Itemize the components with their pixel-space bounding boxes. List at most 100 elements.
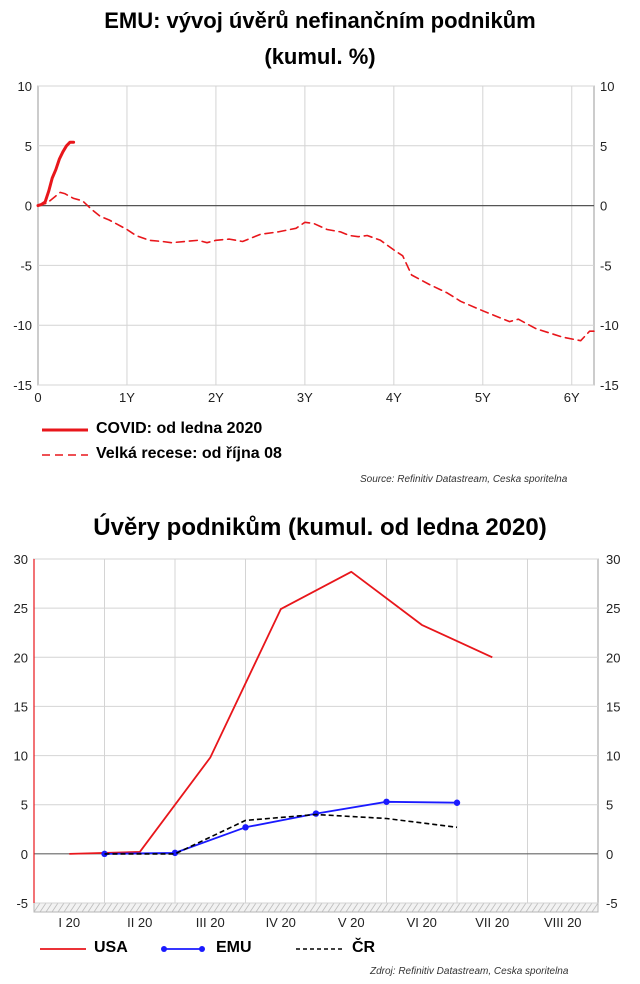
chart2-series-cr-line — [104, 813, 458, 855]
chart2-x-axis-hatch — [243, 902, 251, 913]
chart2-x-axis-hatch — [303, 902, 311, 913]
chart2-x-axis-hatch — [189, 902, 197, 913]
chart2-y-tick-label-right: 30 — [606, 552, 620, 567]
chart2-x-axis-hatch — [573, 902, 581, 913]
chart2-x-axis-hatch — [309, 902, 317, 913]
chart2-x-axis-hatch — [369, 902, 377, 913]
chart2-source: Zdroj: Refinitiv Datastream, Ceska spori… — [370, 966, 569, 977]
chart2-x-axis-hatch — [531, 902, 539, 913]
chart2-x-axis-hatch — [39, 902, 47, 913]
chart1-legend-covid-label: COVID: od ledna 2020 — [96, 420, 263, 437]
chart1-y-tick-label-right: -15 — [600, 378, 619, 393]
chart2-x-tick-label: VI 20 — [407, 915, 437, 930]
chart1-y-tick-label-right: -10 — [600, 318, 619, 333]
chart2-x-axis-hatch — [393, 902, 401, 913]
chart2-x-axis-hatch — [219, 902, 227, 913]
chart2-x-axis-hatch — [135, 902, 143, 913]
chart2-x-axis-hatch — [435, 902, 443, 913]
chart2-x-axis-hatch — [591, 902, 599, 913]
chart2-x-axis-hatch — [99, 902, 107, 913]
chart2-x-axis-hatch — [141, 902, 149, 913]
chart2-x-axis-hatch — [45, 902, 53, 913]
chart2-x-axis-hatch — [513, 902, 521, 913]
chart2-x-axis-hatch — [129, 902, 137, 913]
chart2-x-axis-hatch — [51, 902, 59, 913]
chart2-y-tick-label-right: -5 — [606, 896, 618, 911]
chart1-legend-covid-swatch — [42, 428, 88, 432]
chart2-x-axis-hatch — [477, 902, 485, 913]
chart2-x-axis-hatch — [363, 902, 371, 913]
chart2-x-axis-hatch — [357, 902, 365, 913]
chart2-x-axis-hatch — [291, 902, 299, 913]
chart2-x-axis-hatch — [399, 902, 407, 913]
chart1-title: EMU: vývoj úvěrů nefinančním podnikům — [104, 8, 536, 33]
chart2-x-axis-hatch — [207, 902, 215, 913]
chart2-y-tick-label-left: 5 — [21, 798, 28, 813]
chart1-subtitle: (kumul. %) — [264, 44, 376, 69]
chart2-y-tick-label-right: 5 — [606, 798, 613, 813]
chart2-title: Úvěry podnikům (kumul. od ledna 2020) — [93, 514, 547, 541]
chart2-legend-usa-label: USA — [94, 939, 128, 956]
chart2-x-axis-hatch — [387, 902, 395, 913]
chart2-x-axis-hatch — [567, 902, 575, 913]
chart2-x-axis-hatch — [339, 902, 347, 913]
chart1-y-tick-label-right: 10 — [600, 79, 614, 94]
chart2-x-axis-hatch — [555, 902, 563, 913]
chart2-x-axis-hatch — [489, 902, 497, 913]
chart2-x-tick-label: V 20 — [338, 915, 365, 930]
chart1-legend-recese-swatch — [42, 454, 88, 456]
chart2-y-tick-label-right: 15 — [606, 699, 620, 714]
chart2-x-axis-hatch — [267, 902, 275, 913]
chart2-legend-usa-swatch — [40, 948, 86, 950]
chart1-series-covid-line — [36, 140, 76, 208]
chart2-series-emu-line — [104, 800, 458, 855]
chart2-x-axis-hatch — [153, 902, 161, 913]
chart2-x-axis-hatch — [123, 902, 131, 913]
chart2-x-axis-hatch — [483, 902, 491, 913]
chart2-x-axis-hatch — [159, 902, 167, 913]
chart2-legend-emu-label: EMU — [216, 939, 252, 956]
chart2-x-axis-hatch — [423, 902, 431, 913]
chart2-x-axis-hatch — [501, 902, 509, 913]
chart2-x-axis-hatch — [117, 902, 125, 913]
chart2-x-axis-hatch — [345, 902, 353, 913]
chart2-x-axis-hatch — [405, 902, 413, 913]
chart2-x-axis-hatch — [285, 902, 293, 913]
chart2-x-axis-hatch — [429, 902, 437, 913]
chart2-x-axis-hatch — [279, 902, 287, 913]
chart2-y-tick-label-left: 30 — [14, 552, 28, 567]
chart2-y-tick-label-right: 20 — [606, 650, 620, 665]
chart2-x-axis-hatch — [87, 902, 95, 913]
chart1-x-tick-label: 5Y — [475, 390, 491, 405]
chart1-y-tick-label-left: 0 — [25, 199, 32, 214]
chart2-legend-cr-swatch — [296, 948, 342, 950]
chart2-x-axis-hatch — [447, 902, 455, 913]
chart2-y-tick-label-right: 0 — [606, 847, 613, 862]
chart2-y-tick-label-left: 20 — [14, 650, 28, 665]
chart1-x-tick-label: 4Y — [386, 390, 402, 405]
chart2-x-axis-hatch — [165, 902, 173, 913]
chart2-x-axis-hatch — [69, 902, 77, 913]
chart2-x-tick-label: II 20 — [127, 915, 152, 930]
chart2-series-emu-point — [242, 824, 249, 831]
chart2-x-axis-hatch — [543, 902, 551, 913]
chart2-series-emu-point — [312, 810, 320, 817]
chart2-x-axis-hatch — [297, 902, 305, 913]
chart2-legend-emu-swatch — [161, 946, 205, 952]
chart2-x-axis-hatch — [261, 902, 269, 913]
chart1-y-tick-label-left: 10 — [18, 79, 32, 94]
chart2-x-axis-hatch — [93, 902, 101, 913]
chart2-x-axis-hatch — [333, 902, 341, 913]
chart2-x-axis-hatch — [579, 902, 587, 913]
chart1-y-tick-label-left: 5 — [25, 139, 32, 154]
chart2-x-axis-hatch — [411, 902, 419, 913]
chart2-x-axis-hatch — [33, 902, 41, 913]
chart1-y-tick-label-right: 5 — [600, 139, 607, 154]
chart2-y-tick-label-left: 25 — [14, 601, 28, 616]
chart2-x-axis-hatch — [231, 902, 239, 913]
chart2-x-axis-hatch — [195, 902, 203, 913]
chart2-x-tick-label: VII 20 — [475, 915, 509, 930]
chart2-x-axis-hatch — [81, 902, 89, 913]
chart1-y-tick-label-right: -5 — [600, 258, 612, 273]
